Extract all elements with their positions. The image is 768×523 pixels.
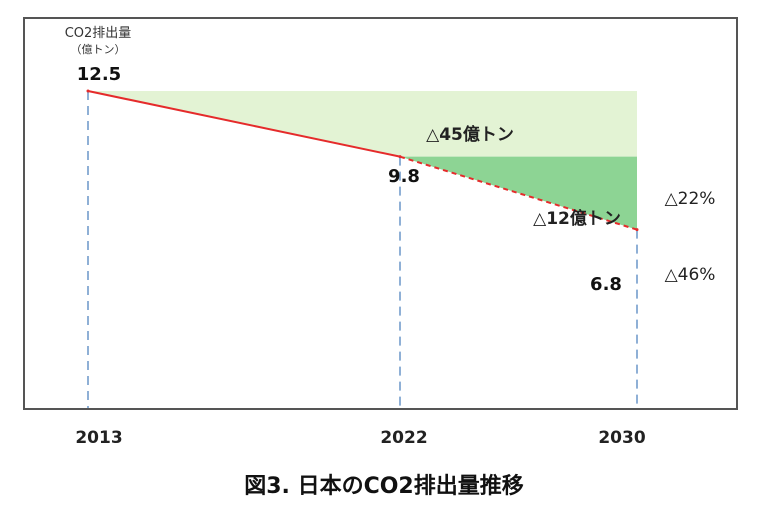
plot-frame bbox=[23, 17, 738, 410]
data-point-2013 bbox=[86, 89, 90, 93]
x-tick-2013: 2013 bbox=[75, 428, 122, 448]
data-label-2013: 12.5 bbox=[77, 64, 121, 85]
annotation-12: △12億トン bbox=[533, 208, 621, 229]
annotation-45: △45億トン bbox=[426, 124, 514, 145]
band-reduction-45 bbox=[88, 91, 637, 157]
x-tick-2030: 2030 bbox=[598, 428, 645, 448]
data-label-2030: 6.8 bbox=[590, 274, 622, 295]
band-reduction-12 bbox=[400, 156, 637, 230]
data-label-2022: 9.8 bbox=[388, 166, 420, 187]
reduction-46-percent: △46% bbox=[665, 265, 716, 285]
reduction-22-percent: △22% bbox=[665, 189, 716, 209]
y-axis-label: CO2排出量 bbox=[65, 26, 132, 41]
chart-title: 図3. 日本のCO2排出量推移 bbox=[244, 473, 523, 499]
x-tick-2022: 2022 bbox=[380, 428, 427, 448]
series-line-actual bbox=[87, 90, 401, 158]
y-axis-unit: （億トン） bbox=[71, 43, 126, 56]
data-point-2030 bbox=[635, 228, 639, 232]
data-point-2022 bbox=[398, 155, 402, 159]
